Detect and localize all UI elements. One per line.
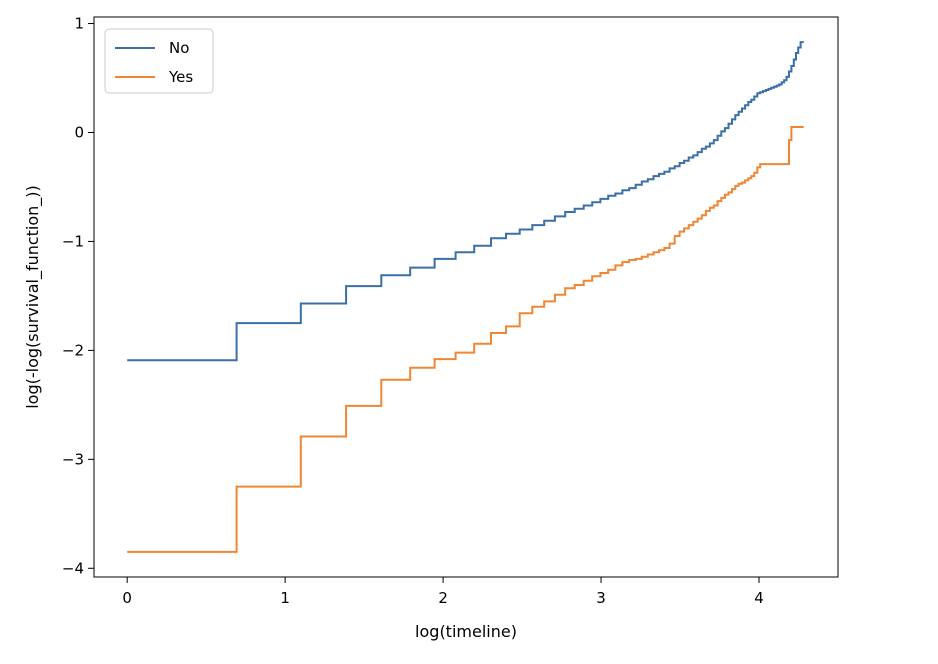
y-tick-label: 1 <box>74 15 84 33</box>
x-tick-label: 3 <box>596 589 606 607</box>
x-tick-label: 1 <box>280 589 290 607</box>
series-line-no <box>127 41 804 362</box>
legend-label-no: No <box>169 39 189 57</box>
legend-box <box>104 28 214 94</box>
y-tick-label: −4 <box>62 559 84 577</box>
legend-label-yes: Yes <box>168 68 193 86</box>
axes: 0 1 2 3 4 −4 −3 −2 −1 0 1 <box>62 15 839 607</box>
legend: No Yes <box>104 28 214 94</box>
plot-frame <box>93 16 839 578</box>
y-axis-label: log(-log(survival_function_)) <box>23 185 43 409</box>
x-tick-label: 0 <box>122 589 132 607</box>
plot-lines <box>127 41 804 553</box>
series-line-yes <box>127 126 804 553</box>
x-tick-label: 4 <box>754 589 764 607</box>
y-tick-label: −3 <box>62 450 84 468</box>
y-tick-label: 0 <box>74 123 84 141</box>
x-tick-label: 2 <box>438 589 448 607</box>
x-axis-label: log(timeline) <box>415 622 517 641</box>
y-tick-label: −1 <box>62 232 84 250</box>
y-tick-label: −2 <box>62 341 84 359</box>
